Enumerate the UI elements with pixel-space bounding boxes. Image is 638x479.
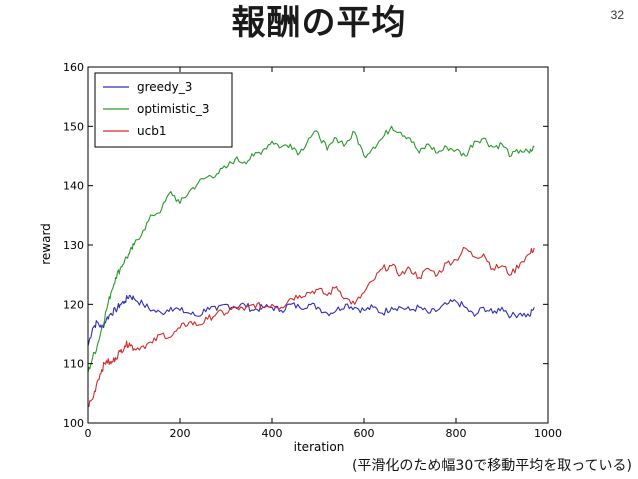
legend-label: greedy_3 [137, 80, 192, 94]
caption: (平滑化のため幅30で移動平均を取っている) [351, 458, 632, 474]
x-axis-label: iteration [294, 440, 345, 454]
y-tick-label: 120 [63, 298, 84, 311]
x-tick-label: 800 [446, 427, 467, 440]
axes: 0 200 400 600 800 1000 100 110 120 130 140 150 160 [63, 61, 562, 440]
legend: greedy_3 optimistic_3 ucb1 [94, 72, 233, 148]
y-tick-label: 110 [63, 358, 84, 371]
series-line-ucb1 [87, 246, 535, 407]
x-tick-label: 1000 [534, 427, 562, 440]
x-tick-label: 200 [170, 427, 191, 440]
x-tick-label: 400 [262, 427, 283, 440]
y-tick-label: 150 [63, 120, 84, 133]
legend-box [94, 72, 233, 148]
series-line-optimistic-3 [87, 125, 535, 373]
y-tick-label: 130 [63, 239, 84, 252]
legend-label: ucb1 [137, 124, 166, 138]
y-tick-label: 100 [63, 417, 84, 430]
x-tick-label: 600 [354, 427, 375, 440]
y-tick-label: 160 [63, 61, 84, 74]
plot-area [87, 125, 535, 407]
y-tick-label: 140 [63, 180, 84, 193]
slide-title: 報酬の平均 [231, 3, 407, 43]
series-line-greedy-3 [87, 294, 535, 347]
legend-label: optimistic_3 [137, 102, 210, 116]
page-number: 32 [610, 8, 624, 22]
x-tick-label: 0 [85, 427, 92, 440]
y-axis-label: reward [39, 223, 53, 265]
